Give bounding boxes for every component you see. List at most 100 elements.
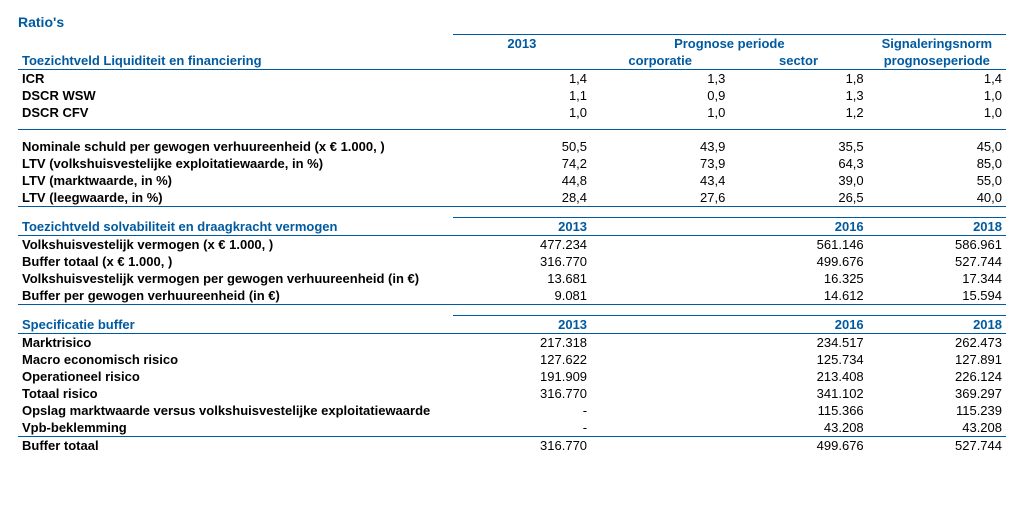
row-label: Operationeel risico [18, 368, 453, 385]
table-row: DSCR CFV 1,0 1,0 1,2 1,0 [18, 104, 1006, 121]
cell: 1,0 [868, 87, 1006, 104]
table-row: Vpb-beklemming - 43.208 43.208 [18, 419, 1006, 437]
hdr-2018: 2018 [868, 218, 1006, 236]
cell: 115.239 [868, 402, 1006, 419]
table-liquidity: 2013 Prognose periode Signaleringsnorm T… [18, 34, 1006, 207]
row-label: DSCR CFV [18, 104, 453, 121]
cell: 499.676 [729, 253, 867, 270]
cell: 1,0 [868, 104, 1006, 121]
table-row: LTV (leegwaarde, in %) 28,4 27,6 26,5 40… [18, 189, 1006, 207]
cell: 561.146 [729, 236, 867, 254]
cell: 369.297 [868, 385, 1006, 402]
row-label: Macro economisch risico [18, 351, 453, 368]
cell: 43.208 [868, 419, 1006, 437]
cell: 39,0 [729, 172, 867, 189]
header-row: Specificatie buffer 2013 2016 2018 [18, 316, 1006, 334]
row-label: DSCR WSW [18, 87, 453, 104]
cell: 1,2 [729, 104, 867, 121]
row-label: Buffer totaal (x € 1.000, ) [18, 253, 453, 270]
hdr-prognose: Prognose periode [591, 35, 868, 53]
cell: 14.612 [729, 287, 867, 305]
cell: 1,3 [591, 70, 729, 88]
cell: 74,2 [453, 155, 591, 172]
cell: 0,9 [591, 87, 729, 104]
cell: 217.318 [453, 334, 591, 352]
cell: 499.676 [729, 437, 867, 455]
cell: 15.594 [868, 287, 1006, 305]
table-solvency: Toezichtveld solvabiliteit en draagkrach… [18, 217, 1006, 305]
cell: 125.734 [729, 351, 867, 368]
hdr-2013: 2013 [453, 316, 591, 334]
cell: 341.102 [729, 385, 867, 402]
cell: 13.681 [453, 270, 591, 287]
cell: 64,3 [729, 155, 867, 172]
row-label: ICR [18, 70, 453, 88]
hdr-2013: 2013 [453, 35, 591, 53]
table-row: ICR 1,4 1,3 1,8 1,4 [18, 70, 1006, 88]
cell: - [453, 419, 591, 437]
row-label: Volkshuisvestelijk vermogen (x € 1.000, … [18, 236, 453, 254]
table-row: Nominale schuld per gewogen verhuureenhe… [18, 138, 1006, 155]
row-label: Marktrisico [18, 334, 453, 352]
cell: 45,0 [868, 138, 1006, 155]
table-row: Marktrisico 217.318 234.517 262.473 [18, 334, 1006, 352]
cell: 527.744 [868, 253, 1006, 270]
cell: 127.891 [868, 351, 1006, 368]
cell: 226.124 [868, 368, 1006, 385]
cell: 262.473 [868, 334, 1006, 352]
hdr-prognoseperiode: prognoseperiode [868, 52, 1006, 70]
cell: 1,3 [729, 87, 867, 104]
row-label: Buffer totaal [18, 437, 453, 455]
cell: 115.366 [729, 402, 867, 419]
cell: 477.234 [453, 236, 591, 254]
cell: 191.909 [453, 368, 591, 385]
table-row: LTV (marktwaarde, in %) 44,8 43,4 39,0 5… [18, 172, 1006, 189]
hdr-2018: 2018 [868, 316, 1006, 334]
cell: 28,4 [453, 189, 591, 207]
cell: 1,8 [729, 70, 867, 88]
table-row: Buffer totaal 316.770 499.676 527.744 [18, 437, 1006, 455]
table-row: Volkshuisvestelijk vermogen (x € 1.000, … [18, 236, 1006, 254]
hdr-2013: 2013 [453, 218, 591, 236]
table-row: Totaal risico 316.770 341.102 369.297 [18, 385, 1006, 402]
table-row: Buffer per gewogen verhuureenheid (in €)… [18, 287, 1006, 305]
cell: 213.408 [729, 368, 867, 385]
cell: - [453, 402, 591, 419]
table-row: DSCR WSW 1,1 0,9 1,3 1,0 [18, 87, 1006, 104]
cell: 44,8 [453, 172, 591, 189]
section2-title: Toezichtveld solvabiliteit en draagkrach… [18, 218, 453, 236]
hdr-sector: sector [729, 52, 867, 70]
title-ratios: Ratio's [18, 14, 1006, 30]
hdr-signalering: Signaleringsnorm [868, 35, 1006, 53]
cell: 26,5 [729, 189, 867, 207]
row-label: Vpb-beklemming [18, 419, 453, 437]
hdr-2016: 2016 [729, 316, 867, 334]
cell: 50,5 [453, 138, 591, 155]
cell: 9.081 [453, 287, 591, 305]
cell: 1,1 [453, 87, 591, 104]
table-row: Volkshuisvestelijk vermogen per gewogen … [18, 270, 1006, 287]
cell: 43,9 [591, 138, 729, 155]
header-row-1: 2013 Prognose periode Signaleringsnorm [18, 35, 1006, 53]
cell: 234.517 [729, 334, 867, 352]
header-row-2: Toezichtveld Liquiditeit en financiering… [18, 52, 1006, 70]
cell: 73,9 [591, 155, 729, 172]
hdr-corporatie: corporatie [591, 52, 729, 70]
cell: 316.770 [453, 385, 591, 402]
table-buffer: Specificatie buffer 2013 2016 2018 Markt… [18, 315, 1006, 454]
table-row: LTV (volkshuisvestelijke exploitatiewaar… [18, 155, 1006, 172]
header-row: Toezichtveld solvabiliteit en draagkrach… [18, 218, 1006, 236]
section3-title: Specificatie buffer [18, 316, 453, 334]
row-label: Buffer per gewogen verhuureenheid (in €) [18, 287, 453, 305]
cell: 55,0 [868, 172, 1006, 189]
cell: 1,0 [591, 104, 729, 121]
row-label: Nominale schuld per gewogen verhuureenhe… [18, 138, 453, 155]
cell: 85,0 [868, 155, 1006, 172]
cell: 16.325 [729, 270, 867, 287]
hdr-2016: 2016 [729, 218, 867, 236]
cell: 35,5 [729, 138, 867, 155]
cell: 1,4 [453, 70, 591, 88]
row-label: Opslag marktwaarde versus volkshuisveste… [18, 402, 453, 419]
row-label: Volkshuisvestelijk vermogen per gewogen … [18, 270, 453, 287]
cell: 17.344 [868, 270, 1006, 287]
